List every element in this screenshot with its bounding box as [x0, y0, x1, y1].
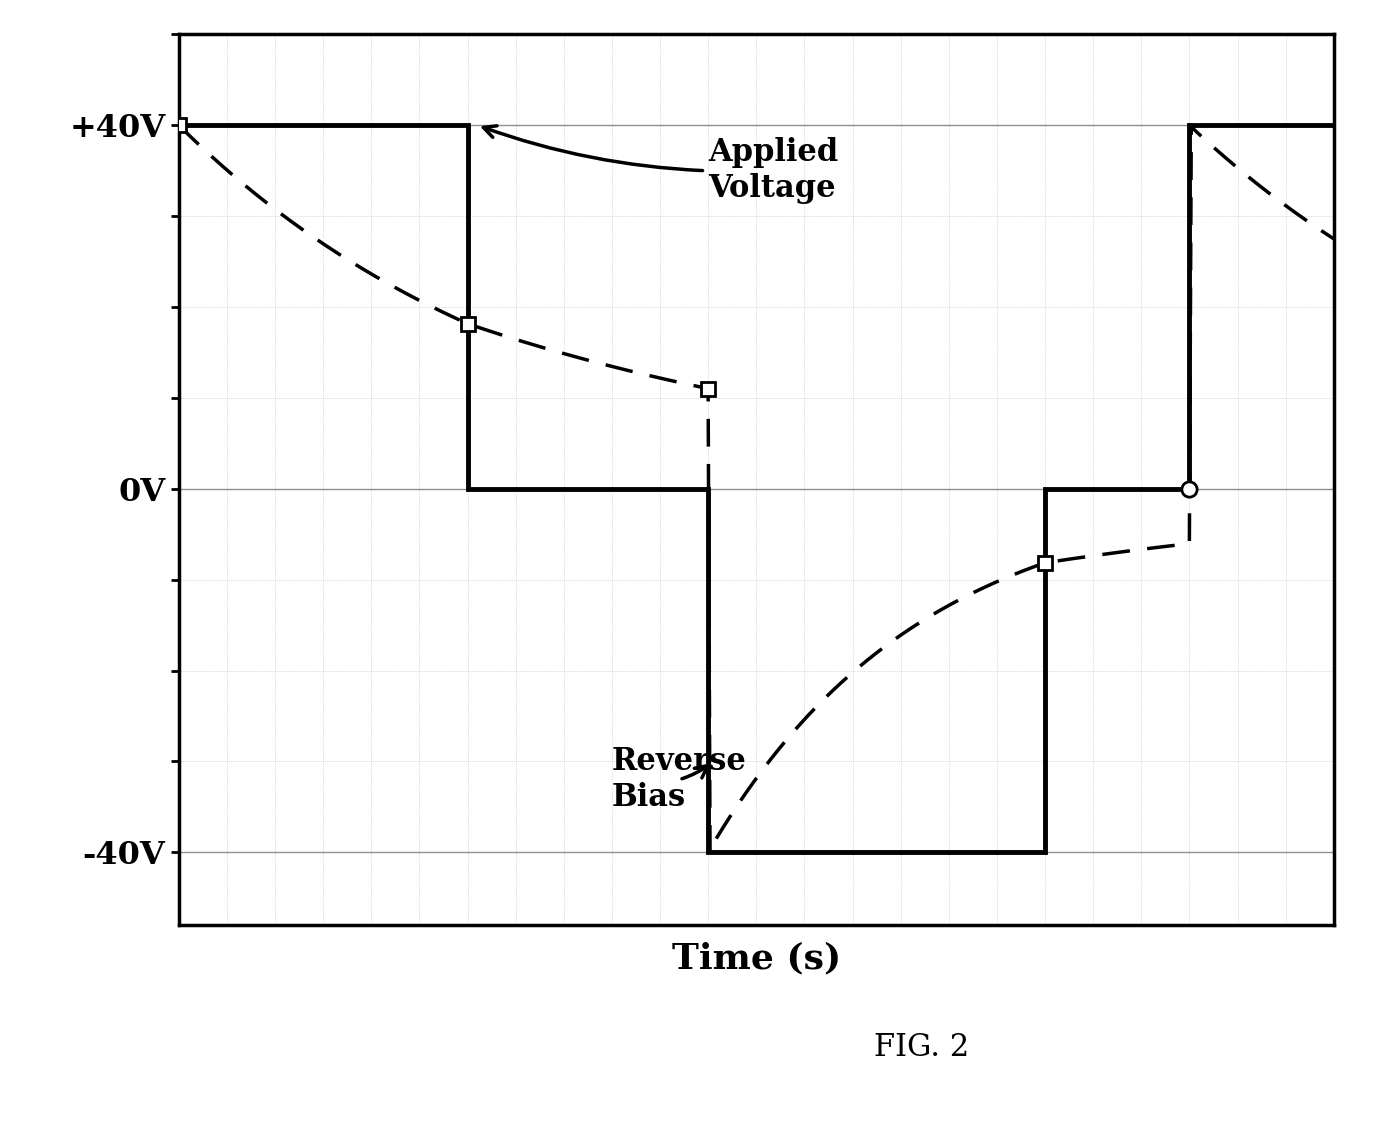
Text: FIG. 2: FIG. 2 [873, 1032, 969, 1063]
Text: Applied
Voltage: Applied Voltage [484, 126, 839, 204]
X-axis label: Time (s): Time (s) [671, 942, 842, 975]
Text: Reverse
Bias: Reverse Bias [612, 746, 747, 813]
